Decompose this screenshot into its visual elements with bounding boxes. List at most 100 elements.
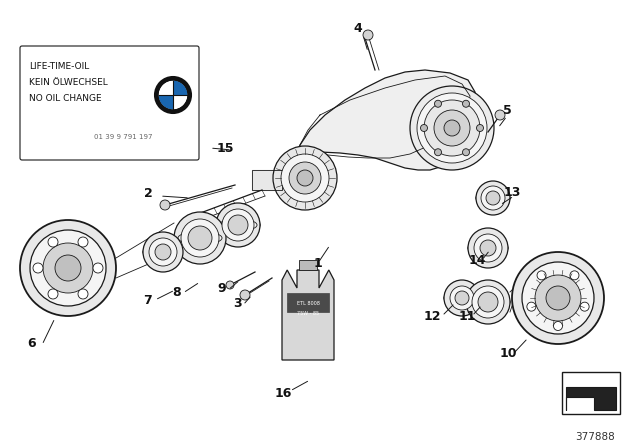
Ellipse shape (466, 294, 510, 310)
Circle shape (486, 191, 500, 205)
Circle shape (281, 154, 329, 202)
Circle shape (420, 125, 428, 132)
Text: LIFE-TIME-OIL: LIFE-TIME-OIL (29, 62, 89, 71)
Circle shape (297, 170, 313, 186)
Circle shape (55, 255, 81, 281)
Circle shape (435, 149, 442, 156)
Circle shape (78, 289, 88, 299)
Text: 13: 13 (503, 185, 521, 198)
Ellipse shape (216, 217, 260, 233)
Circle shape (410, 86, 494, 170)
Text: 1: 1 (314, 257, 323, 270)
Circle shape (527, 302, 536, 311)
Circle shape (33, 263, 43, 273)
Circle shape (48, 237, 58, 247)
Circle shape (226, 281, 234, 289)
Circle shape (468, 228, 508, 268)
Polygon shape (282, 70, 478, 205)
Circle shape (155, 77, 191, 113)
Polygon shape (252, 170, 282, 190)
Bar (299, 260, 317, 270)
Bar (562, 372, 620, 414)
Text: 10: 10 (499, 346, 516, 359)
Text: 5: 5 (502, 103, 511, 116)
Circle shape (476, 181, 510, 215)
Circle shape (93, 263, 103, 273)
Circle shape (522, 262, 594, 334)
Text: 16: 16 (275, 387, 292, 400)
Circle shape (495, 110, 505, 120)
Circle shape (240, 290, 250, 300)
Ellipse shape (143, 245, 183, 259)
Circle shape (463, 100, 470, 107)
Bar (287, 293, 329, 312)
Circle shape (158, 80, 188, 110)
Ellipse shape (219, 219, 257, 231)
Ellipse shape (444, 292, 480, 305)
Text: 75W - 85: 75W - 85 (297, 311, 319, 316)
Circle shape (222, 209, 254, 241)
Circle shape (434, 110, 470, 146)
Circle shape (417, 93, 487, 163)
Circle shape (30, 230, 106, 306)
Circle shape (228, 215, 248, 235)
Circle shape (363, 30, 373, 40)
Circle shape (20, 220, 116, 316)
Wedge shape (159, 95, 173, 109)
Circle shape (535, 275, 581, 321)
Ellipse shape (468, 241, 508, 255)
Circle shape (435, 100, 442, 107)
Circle shape (444, 280, 480, 316)
Circle shape (155, 244, 171, 260)
Text: 377888: 377888 (575, 432, 615, 442)
FancyBboxPatch shape (20, 46, 199, 160)
Text: 15: 15 (216, 142, 234, 155)
Ellipse shape (174, 229, 226, 247)
Ellipse shape (476, 192, 510, 204)
Circle shape (181, 219, 219, 257)
Circle shape (455, 291, 469, 305)
Circle shape (546, 286, 570, 310)
Circle shape (174, 212, 226, 264)
Circle shape (477, 125, 483, 132)
Circle shape (160, 200, 170, 210)
Circle shape (143, 232, 183, 272)
Circle shape (188, 226, 212, 250)
Circle shape (78, 237, 88, 247)
Text: NO OIL CHANGE: NO OIL CHANGE (29, 94, 102, 103)
Text: 01 39 9 791 197: 01 39 9 791 197 (94, 134, 152, 140)
Text: 8: 8 (173, 285, 181, 298)
Wedge shape (173, 81, 188, 95)
Circle shape (537, 271, 546, 280)
Text: 14: 14 (468, 254, 486, 267)
Circle shape (444, 120, 460, 136)
Text: 2: 2 (143, 186, 152, 199)
Circle shape (424, 100, 480, 156)
Text: 4: 4 (354, 22, 362, 34)
Text: 11: 11 (458, 310, 476, 323)
Circle shape (149, 238, 177, 266)
Text: 12: 12 (423, 310, 441, 323)
Circle shape (463, 149, 470, 156)
Circle shape (478, 292, 498, 312)
Circle shape (570, 271, 579, 280)
Circle shape (273, 146, 337, 210)
Circle shape (289, 162, 321, 194)
Circle shape (472, 286, 504, 318)
Circle shape (554, 322, 563, 331)
Circle shape (474, 234, 502, 262)
Circle shape (580, 302, 589, 311)
Text: 3: 3 (233, 297, 241, 310)
Circle shape (481, 186, 505, 210)
Polygon shape (282, 270, 334, 360)
Circle shape (466, 280, 510, 324)
Circle shape (216, 203, 260, 247)
Circle shape (480, 240, 496, 256)
Circle shape (43, 243, 93, 293)
Text: 6: 6 (28, 336, 36, 349)
Text: ETL 8008: ETL 8008 (296, 301, 319, 306)
Circle shape (48, 289, 58, 299)
Polygon shape (566, 387, 616, 410)
Text: KEIN ÖLWECHSEL: KEIN ÖLWECHSEL (29, 78, 108, 87)
Circle shape (450, 286, 474, 310)
